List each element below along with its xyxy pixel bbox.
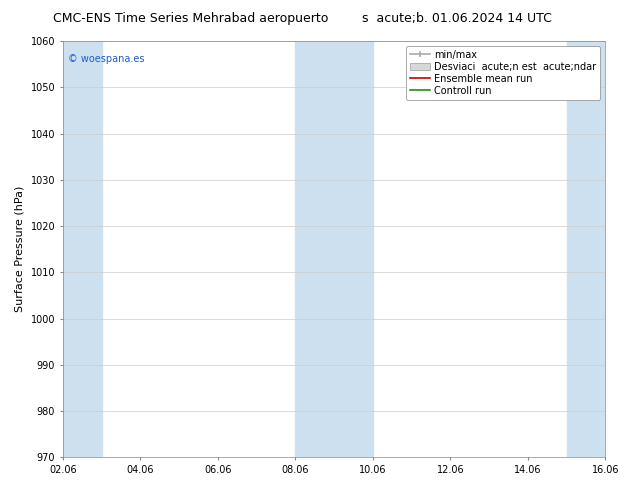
Text: © woespana.es: © woespana.es (68, 53, 145, 64)
Text: s  acute;b. 01.06.2024 14 UTC: s acute;b. 01.06.2024 14 UTC (361, 12, 552, 25)
Bar (295, 41, 373, 457)
Bar (63, 41, 101, 457)
Legend: min/max, Desviaci  acute;n est  acute;ndar, Ensemble mean run, Controll run: min/max, Desviaci acute;n est acute;ndar… (406, 46, 600, 99)
Y-axis label: Surface Pressure (hPa): Surface Pressure (hPa) (15, 186, 25, 313)
Text: CMC-ENS Time Series Mehrabad aeropuerto: CMC-ENS Time Series Mehrabad aeropuerto (53, 12, 328, 25)
Bar (567, 41, 605, 457)
